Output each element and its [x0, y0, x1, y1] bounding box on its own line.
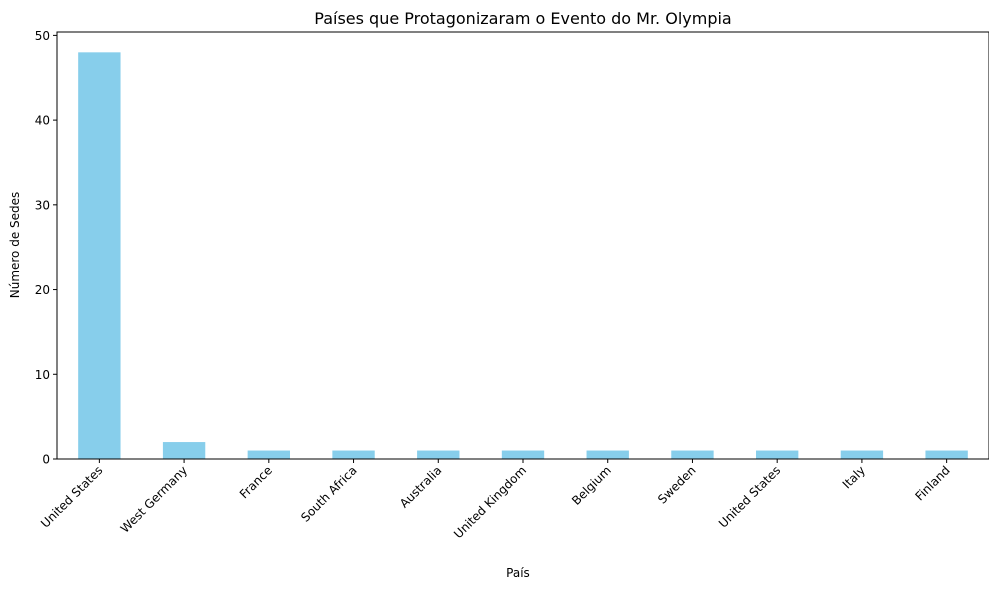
bar-4 [417, 450, 460, 459]
y-tick-label: 30 [35, 198, 50, 212]
x-tick-label: Australia [397, 463, 444, 510]
chart-title: Países que Protagonizaram o Evento do Mr… [314, 9, 731, 28]
bar-8 [756, 450, 799, 459]
y-tick-label: 50 [35, 29, 50, 43]
bar-1 [162, 442, 206, 459]
x-tick-label: United States [38, 463, 105, 530]
bar-5 [501, 450, 545, 459]
y-tick-label: 40 [35, 114, 50, 128]
y-tick-label: 20 [35, 283, 50, 297]
y-axis-label: Número de Sedes [8, 192, 22, 299]
bar-6 [586, 450, 629, 459]
y-tick-label: 10 [35, 368, 50, 382]
x-tick-label: Belgium [569, 463, 614, 508]
x-tick-label: South Africa [298, 463, 359, 524]
x-axis-label: País [506, 566, 530, 580]
bar-9 [840, 450, 884, 459]
y-axis: 0 10 20 30 40 50 [35, 29, 57, 467]
x-tick-label: United Kingdom [451, 463, 529, 541]
bars-group [78, 52, 968, 459]
bar-0 [78, 52, 121, 459]
bar-2 [247, 450, 290, 459]
x-tick-label: Sweden [655, 463, 698, 506]
y-tick-label: 0 [42, 453, 50, 467]
bar-10 [925, 450, 968, 459]
bar-7 [671, 450, 714, 459]
x-tick-label: France [237, 463, 275, 501]
x-tick-label: Finland [913, 463, 953, 503]
x-tick-label: United States [716, 463, 783, 530]
bar-3 [332, 450, 375, 459]
x-axis: United States West Germany France South Afr… [38, 459, 953, 541]
x-tick-label: West Germany [118, 463, 190, 535]
x-tick-label: Italy [840, 463, 868, 491]
plot-frame [56, 31, 989, 460]
